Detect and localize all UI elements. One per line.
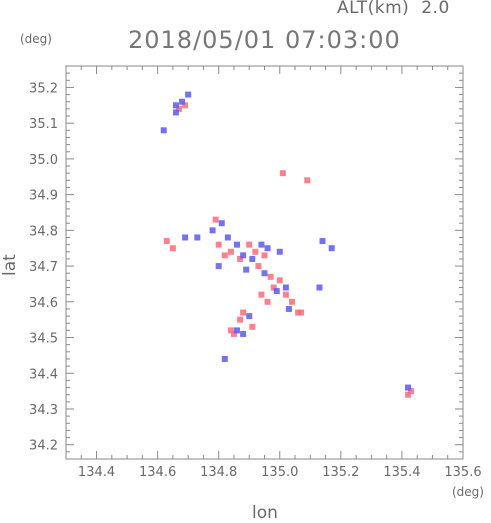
data-point — [163, 238, 170, 245]
data-point — [172, 102, 179, 109]
data-point — [246, 241, 253, 248]
data-point — [261, 252, 268, 259]
data-point — [237, 316, 244, 323]
y-unit-label: (deg) — [20, 32, 52, 46]
chart-title: 2018/05/01 07:03:00 — [128, 26, 401, 54]
data-point — [264, 245, 271, 252]
x-tick-label: 135.6 — [444, 465, 481, 480]
data-point — [221, 252, 228, 259]
y-tick-label: 34.7 — [29, 260, 58, 275]
y-tick-label: 34.6 — [29, 296, 58, 311]
x-tick-label: 134.4 — [78, 465, 115, 480]
data-point — [240, 309, 247, 316]
data-point — [227, 248, 234, 255]
data-point — [304, 177, 311, 184]
x-tick-label: 134.8 — [200, 465, 237, 480]
data-point — [267, 273, 274, 280]
data-point — [316, 284, 323, 291]
y-tick-label: 34.8 — [29, 224, 58, 239]
data-point — [249, 323, 256, 330]
x-tick-label: 135.4 — [383, 465, 420, 480]
y-tick-label: 34.9 — [29, 189, 58, 204]
y-tick-label: 35.0 — [29, 153, 58, 168]
y-tick-label: 34.5 — [29, 332, 58, 347]
data-point — [234, 327, 241, 334]
data-point — [276, 248, 283, 255]
y-tick-label: 34.4 — [29, 367, 58, 382]
data-point — [255, 263, 262, 270]
x-tick-label: 135.2 — [322, 465, 359, 480]
data-point — [215, 263, 222, 270]
data-point — [230, 330, 237, 337]
data-point — [261, 270, 268, 277]
x-unit-label: (deg) — [452, 485, 484, 499]
data-point — [408, 388, 415, 395]
data-point — [282, 284, 289, 291]
data-point — [405, 384, 412, 391]
data-point — [209, 227, 216, 234]
data-point — [295, 309, 302, 316]
x-tick-label: 135.0 — [261, 465, 298, 480]
data-point — [288, 298, 295, 305]
data-point — [215, 241, 222, 248]
data-point — [160, 127, 167, 134]
data-point — [221, 355, 228, 362]
data-point — [234, 241, 241, 248]
y-tick-label: 35.1 — [29, 117, 58, 132]
data-point — [169, 245, 176, 252]
data-point — [182, 102, 189, 109]
alt-label: ALT(km) 2.0 — [337, 0, 450, 18]
alt-value-text: 2.0 — [421, 0, 450, 18]
data-point — [182, 234, 189, 241]
data-point — [264, 298, 271, 305]
data-point — [194, 234, 201, 241]
data-point — [252, 248, 259, 255]
plot-frame — [65, 65, 464, 460]
data-point — [298, 309, 305, 316]
data-point — [405, 391, 412, 398]
data-point — [282, 291, 289, 298]
data-point — [227, 327, 234, 334]
y-tick-label: 34.3 — [29, 403, 58, 418]
data-point — [212, 216, 219, 223]
data-point — [279, 170, 286, 177]
y-tick-label: 34.2 — [29, 439, 58, 454]
data-point — [243, 266, 250, 273]
alt-label-text: ALT(km) — [337, 0, 410, 18]
data-point — [240, 252, 247, 259]
data-point — [179, 98, 186, 105]
data-point — [319, 238, 326, 245]
data-point — [185, 91, 192, 98]
data-point — [328, 245, 335, 252]
data-point — [237, 255, 244, 262]
data-point — [258, 241, 265, 248]
data-point — [270, 284, 277, 291]
data-point — [172, 109, 179, 116]
data-point — [224, 234, 231, 241]
data-point — [175, 105, 182, 112]
data-point — [258, 291, 265, 298]
x-tick-label: 134.6 — [139, 465, 176, 480]
data-point — [249, 255, 256, 262]
data-point — [246, 313, 253, 320]
data-point — [285, 305, 292, 312]
data-point — [276, 277, 283, 284]
y-tick-label: 35.2 — [29, 81, 58, 96]
data-point — [273, 288, 280, 295]
data-point — [240, 330, 247, 337]
data-point — [218, 220, 225, 227]
x-axis-label: lon — [252, 503, 278, 523]
